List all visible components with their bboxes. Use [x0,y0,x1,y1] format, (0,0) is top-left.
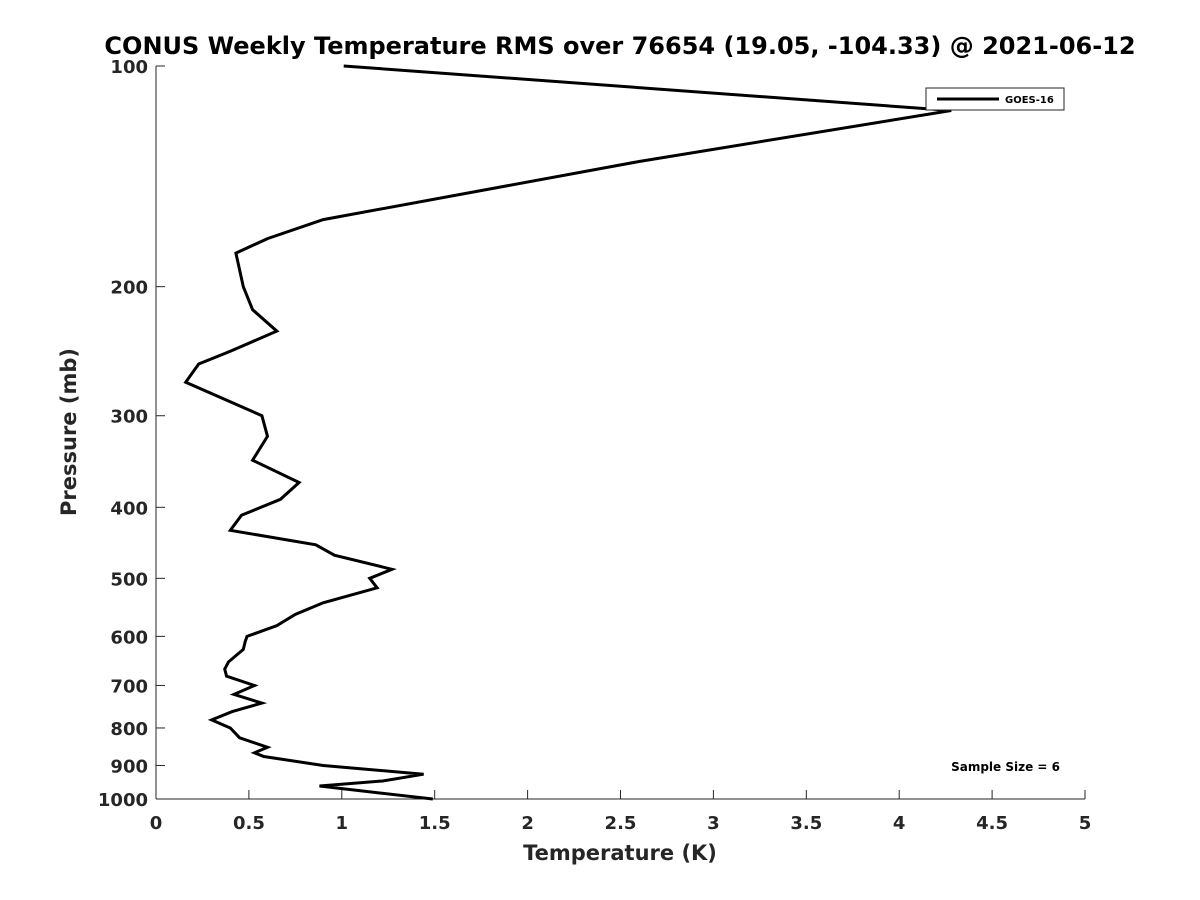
x-tick-label: 1 [336,813,349,834]
sample-size-annotation: Sample Size = 6 [951,760,1060,774]
x-tick-label: 3 [707,813,720,834]
y-tick-label: 700 [110,676,148,697]
x-tick-label: 5 [1079,813,1092,834]
y-tick-label: 200 [110,278,148,299]
x-tick-label: 0 [150,813,163,834]
y-tick-label: 900 [110,756,148,777]
y-tick-label: 300 [110,407,148,428]
y-tick-label: 400 [110,498,148,519]
x-tick-label: 0.5 [233,813,265,834]
y-axis-label: Pressure (mb) [57,348,81,516]
x-tick-label: 4.5 [976,813,1008,834]
plot-area [155,66,1085,800]
x-tick-label: 1.5 [419,813,451,834]
y-ticks: 100 200 300 400 500 600 700 800 900 1000 [98,57,165,811]
x-tick-label: 2 [521,813,534,834]
y-tick-label: 600 [110,627,148,648]
series-line-goes-16 [183,64,952,801]
x-ticks: 0 0.5 1 1.5 2 2.5 3 3.5 4 4.5 5 [150,790,1092,834]
x-axis-label: Temperature (K) [523,841,717,865]
x-tick-label: 4 [893,813,906,834]
y-tick-label: 1000 [98,790,148,811]
chart-title: CONUS Weekly Temperature RMS over 76654 … [104,32,1135,60]
y-tick-label: 500 [110,569,148,590]
legend: GOES-16 [925,87,1065,111]
legend-entry: GOES-16 [1005,95,1054,106]
y-tick-label: 800 [110,719,148,740]
x-tick-label: 2.5 [605,813,637,834]
x-tick-label: 3.5 [790,813,822,834]
y-tick-label: 100 [110,57,148,78]
